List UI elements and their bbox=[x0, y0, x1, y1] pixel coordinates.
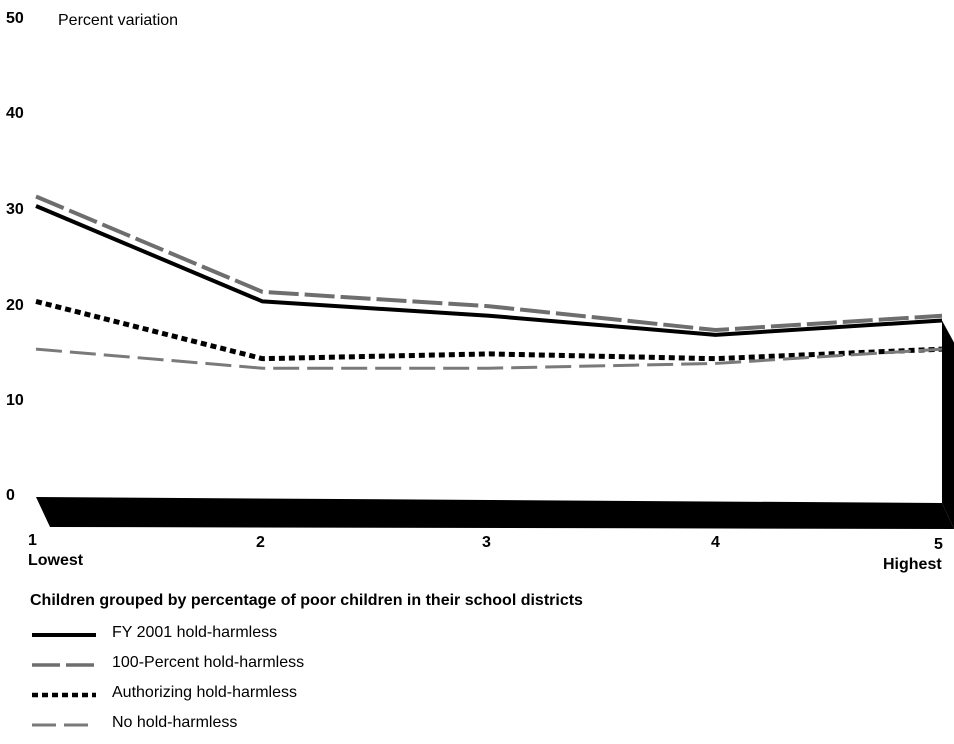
y-tick-40: 40 bbox=[6, 105, 24, 123]
y-tick-10: 10 bbox=[6, 392, 24, 410]
y-tick-20: 20 bbox=[6, 297, 24, 315]
y-tick-30: 30 bbox=[6, 201, 24, 219]
x-sublabel-lowest: Lowest bbox=[28, 552, 83, 570]
x-tick-1: 1 bbox=[28, 532, 37, 550]
x-tick-5: 5 bbox=[934, 536, 943, 554]
x-tick-3: 3 bbox=[482, 534, 491, 552]
legend-label-authorizing: Authorizing hold-harmless bbox=[112, 684, 297, 702]
x-tick-2: 2 bbox=[256, 534, 265, 552]
x-sublabel-highest: Highest bbox=[883, 556, 942, 574]
series-line-1 bbox=[36, 206, 942, 335]
right-axis-wall bbox=[942, 321, 954, 529]
y-tick-0: 0 bbox=[6, 487, 15, 505]
legend-swatch-hatched bbox=[30, 660, 98, 670]
legend-label-fy2001: FY 2001 hold-harmless bbox=[112, 624, 277, 642]
legend-swatch-dotted bbox=[30, 690, 98, 700]
x-tick-4: 4 bbox=[711, 534, 720, 552]
legend-label-100-percent: 100-Percent hold-harmless bbox=[112, 654, 304, 672]
y-tick-50: 50 bbox=[6, 10, 24, 28]
legend-swatch-hatched-light bbox=[30, 720, 98, 730]
y-axis-label: Percent variation bbox=[58, 12, 178, 30]
legend-label-no-hold: No hold-harmless bbox=[112, 714, 237, 732]
legend-swatch-solid bbox=[30, 630, 98, 640]
x-axis-title: Children grouped by percentage of poor c… bbox=[30, 592, 583, 610]
x-axis-floor bbox=[36, 497, 954, 529]
